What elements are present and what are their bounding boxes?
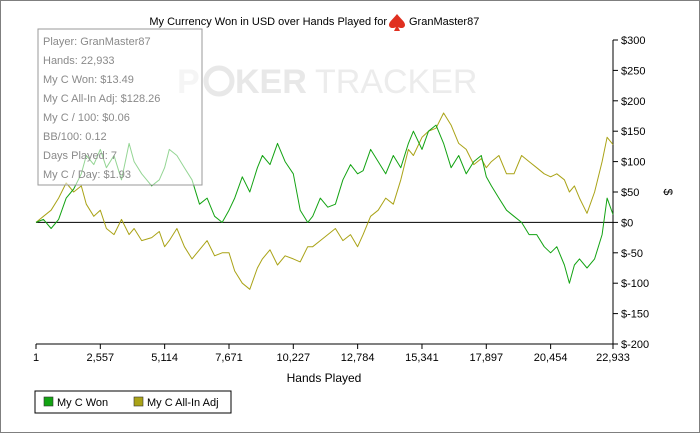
- y-tick-label: $150: [621, 126, 645, 138]
- x-tick-label: 17,897: [469, 352, 503, 364]
- stats-line: My C All-In Adj: $128.26: [43, 93, 160, 105]
- chart-title: My Currency Won in USD over Hands Played…: [149, 16, 387, 28]
- x-tick-label: 20,454: [534, 352, 568, 364]
- stats-line: My C / 100: $0.06: [43, 112, 130, 124]
- y-tick-label: $-50: [621, 248, 643, 260]
- y-tick-label: $300: [621, 35, 645, 47]
- x-axis-label: Hands Played: [287, 371, 362, 385]
- y-tick-label: $100: [621, 157, 645, 169]
- legend-swatch-my-c-won: [43, 396, 54, 407]
- watermark-right: TRACKER: [315, 63, 477, 101]
- stats-line: Hands: 22,933: [43, 55, 115, 67]
- stats-box: Player: GranMaster87 Hands: 22,933 My C Wo…: [37, 28, 203, 186]
- stats-line: BB/100: 0.12: [43, 131, 107, 143]
- watermark-middle: KER: [235, 63, 307, 101]
- x-tick-label: 5,114: [151, 352, 178, 364]
- y-tick-label: $50: [621, 187, 639, 199]
- y-tick-label: $200: [621, 96, 645, 108]
- x-tick-label: 1: [33, 352, 39, 364]
- legend-label-my-c-won: My C Won: [57, 397, 108, 409]
- stats-line: My C Won: $13.49: [43, 74, 134, 86]
- legend-box: [34, 390, 232, 414]
- stats-box-background: [37, 28, 203, 186]
- stats-line: My C / Day: $1.93: [43, 169, 131, 181]
- y-tick-label: $-200: [621, 339, 649, 351]
- x-ticks: 1 2,557 5,114 7,671 10,227 12,784 15,341 17,897…: [33, 344, 630, 364]
- y-axis-label: $: [661, 189, 675, 196]
- spade-icon: [389, 14, 405, 31]
- stats-line: Days Played: 7: [43, 150, 117, 162]
- legend-swatch-my-c-all-in-adj: [133, 396, 144, 407]
- legend: My C Won My C All-In Adj: [34, 390, 232, 414]
- stats-line: Player: GranMaster87: [43, 36, 151, 48]
- y-tick-label: $-100: [621, 278, 649, 290]
- chart-player-name: GranMaster87: [409, 16, 479, 28]
- x-tick-label: 12,784: [341, 352, 375, 364]
- x-tick-label: 7,671: [215, 352, 243, 364]
- watermark: P KER TRACKER: [177, 63, 477, 101]
- stats-lines: Player: GranMaster87 Hands: 22,933 My C Wo…: [43, 36, 160, 181]
- watermark-chip-icon: [203, 65, 235, 97]
- x-tick-label: 10,227: [276, 352, 310, 364]
- x-tick-label: 2,557: [87, 352, 115, 364]
- series-line-my-c-all-in-adj: [35, 112, 614, 290]
- x-tick-label: 15,341: [405, 352, 439, 364]
- y-tick-label: $-150: [621, 309, 649, 321]
- y-tick-label: $250: [621, 65, 645, 77]
- x-tick-label: 22,933: [596, 352, 630, 364]
- y-ticks: $300 $250 $200 $150 $100 $50 $0 $-50 $-100 $-150 $…: [613, 35, 649, 351]
- legend-label-my-c-all-in-adj: My C All-In Adj: [147, 397, 219, 409]
- y-tick-label: $0: [621, 217, 633, 229]
